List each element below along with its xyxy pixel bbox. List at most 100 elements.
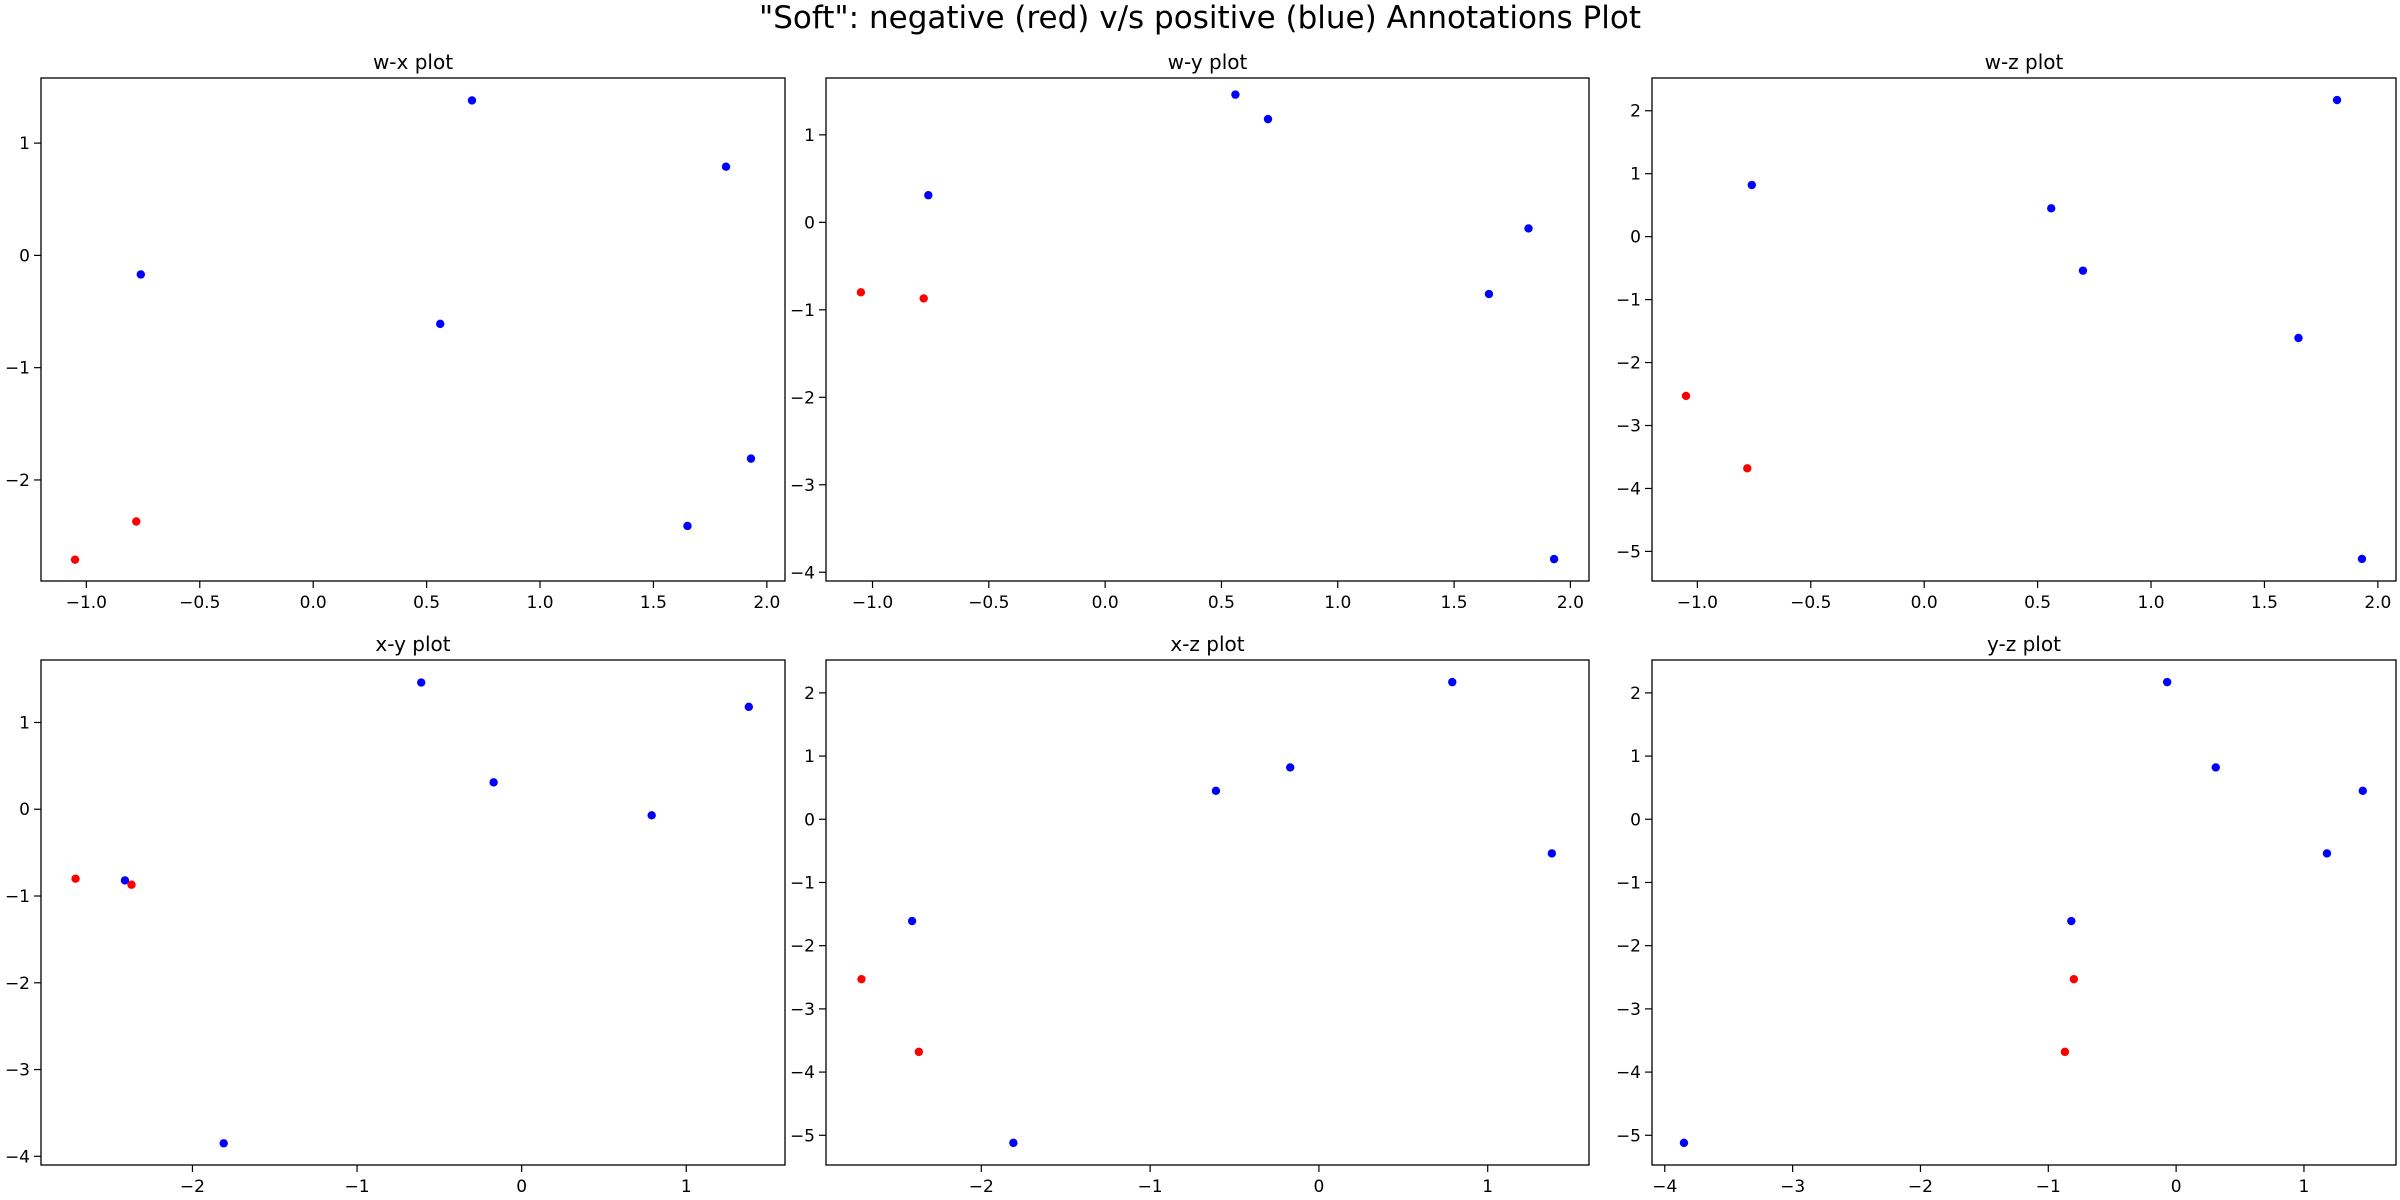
w-z-point-1-1 (1743, 464, 1752, 473)
x-y-ytick-label-2: −2 (5, 974, 30, 994)
w-x-xtick-label-6: 2.0 (753, 593, 780, 613)
y-z-xtick-label-1: −3 (1780, 1177, 1805, 1197)
x-y-xtick-label-1: −1 (345, 1177, 370, 1197)
y-z-point-0-3 (2211, 763, 2220, 772)
w-z-point-0-0 (1747, 180, 1757, 190)
x-y-ytick-label-1: −3 (5, 1061, 30, 1081)
w-x-xtick-label-2: 0.0 (300, 593, 327, 613)
w-x-xtick-label-0: −1.0 (66, 593, 107, 613)
x-z-ytick-label-1: −4 (790, 1063, 815, 1083)
x-z-ytick-label-6: 1 (804, 747, 815, 767)
w-z-ytick-label-0: −5 (1616, 542, 1641, 562)
w-x-point-0-2 (467, 96, 477, 105)
x-y-point-0-0 (120, 876, 130, 885)
x-y-point-1-1 (127, 880, 136, 889)
y-z-axes-frame (1651, 659, 2397, 1166)
w-x-xtick-label-1: −0.5 (179, 593, 220, 613)
y-z-ytick-label-3: −2 (1616, 937, 1641, 957)
x-y-plot-title: x-y plot (375, 632, 450, 656)
x-z-ytick-label-3: −2 (790, 937, 815, 957)
w-z-point-0-1 (2047, 204, 2056, 213)
w-x-subplot: w-x plot −1.0 −0.5 0.0 0.5 1.0 1.5 2.0 −2 −1 0 1 (5, 50, 786, 613)
y-z-ytick-label-6: 1 (1630, 747, 1641, 767)
x-z-point-0-0 (907, 916, 917, 926)
x-z-xtick-label-1: −1 (1138, 1177, 1163, 1197)
w-z-point-0-4 (2332, 95, 2342, 105)
w-x-ytick-label-2: 0 (19, 246, 30, 266)
w-y-axes-frame (825, 77, 1590, 582)
y-z-xtick-label-0: −4 (1652, 1177, 1677, 1197)
w-z-ytick-label-5: 0 (1630, 228, 1641, 248)
x-y-xtick-label-2: 0 (516, 1177, 527, 1197)
y-z-point-0-1 (2067, 916, 2076, 926)
w-z-point-1-0 (1681, 391, 1691, 401)
x-z-ytick-label-4: −1 (790, 873, 815, 893)
w-y-xtick-label-2: 0.0 (1092, 593, 1119, 613)
w-z-point-0-2 (2078, 266, 2088, 275)
w-y-xtick-label-0: −1.0 (852, 593, 893, 613)
y-z-ytick-label-0: −5 (1616, 1126, 1641, 1146)
w-y-point-0-0 (924, 191, 933, 200)
w-y-xtick-label-6: 2.0 (1557, 593, 1584, 613)
w-z-ytick-label-6: 1 (1630, 165, 1641, 185)
x-y-ytick-label-0: −4 (5, 1147, 30, 1167)
w-x-point-0-4 (721, 162, 731, 171)
x-z-point-0-2 (1211, 786, 1221, 796)
w-y-xtick-label-5: 1.5 (1441, 593, 1468, 613)
w-y-point-0-4 (1524, 224, 1533, 233)
x-y-ytick-label-3: −1 (5, 887, 30, 907)
w-z-axes-frame (1651, 77, 2397, 582)
w-z-point-0-3 (2294, 333, 2303, 343)
w-y-ytick-label-4: 0 (804, 213, 815, 233)
x-z-point-1-1 (914, 1047, 924, 1057)
w-x-xtick-label-3: 0.5 (413, 593, 440, 613)
y-z-ytick-label-7: 2 (1630, 684, 1641, 704)
x-z-xtick-label-2: 0 (1313, 1177, 1324, 1197)
x-y-point-0-4 (647, 811, 656, 820)
w-x-ytick-label-3: 1 (19, 134, 30, 154)
w-z-ytick-label-3: −2 (1616, 354, 1641, 374)
y-z-plot-title: y-z plot (1987, 632, 2061, 656)
w-z-xtick-label-4: 1.0 (2138, 593, 2165, 613)
w-x-xtick-label-4: 1.0 (527, 593, 554, 613)
x-y-subplot: x-y plot −2 −1 0 1 −4 −3 −2 −1 0 1 (5, 632, 786, 1197)
y-z-ytick-label-2: −3 (1616, 1000, 1641, 1020)
w-x-ytick-label-0: −2 (5, 471, 30, 491)
w-z-xtick-label-5: 1.5 (2251, 593, 2278, 613)
y-z-xtick-label-4: 0 (2171, 1177, 2182, 1197)
w-z-subplot: w-z plot −1.0 −0.5 0.0 0.5 1.0 1.5 2.0 −5 −4 −3 −2 −… (1616, 50, 2397, 613)
w-z-xtick-label-2: 0.0 (1911, 593, 1938, 613)
y-z-point-0-2 (2162, 677, 2172, 687)
w-x-xtick-label-5: 1.5 (640, 593, 667, 613)
x-y-axes-frame (40, 659, 786, 1166)
y-z-xtick-label-2: −2 (1908, 1177, 1933, 1197)
w-y-point-1-1 (919, 294, 928, 303)
x-z-subplot: x-z plot −2 −1 0 1 −5 −4 −3 −2 −1 0 1 2 (790, 632, 1590, 1197)
x-y-point-0-2 (417, 678, 426, 687)
x-z-ytick-label-2: −3 (790, 1000, 815, 1020)
y-z-subplot: y-z plot −4 −3 −2 −1 0 1 −5 −4 −3 −2 −1 0 1 2 (1616, 632, 2397, 1197)
x-z-point-0-3 (1286, 763, 1295, 772)
y-z-point-0-4 (2322, 849, 2332, 858)
w-y-point-0-3 (1484, 289, 1494, 299)
x-z-ytick-label-0: −5 (790, 1126, 815, 1146)
w-z-xtick-label-6: 2.0 (2364, 593, 2391, 613)
y-z-point-1-1 (2060, 1047, 2070, 1057)
y-z-ytick-label-4: −1 (1616, 873, 1641, 893)
w-x-point-0-3 (683, 521, 692, 531)
w-y-xtick-label-1: −0.5 (968, 593, 1009, 613)
x-y-point-0-5 (744, 702, 753, 712)
w-y-ytick-label-0: −4 (790, 563, 815, 583)
w-y-point-1-0 (856, 288, 866, 297)
x-z-point-0-5 (1547, 849, 1557, 858)
w-y-ytick-label-3: −1 (790, 301, 815, 321)
w-y-subplot: w-y plot −1.0 −0.5 0.0 0.5 1.0 1.5 2.0 −4 −3 −2 −1 0… (790, 50, 1590, 613)
x-y-point-1-0 (71, 874, 80, 883)
w-z-xtick-label-0: −1.0 (1677, 593, 1718, 613)
w-z-ytick-label-1: −4 (1616, 479, 1641, 499)
w-y-plot-title: w-y plot (1168, 50, 1248, 74)
x-z-ytick-label-7: 2 (804, 684, 815, 704)
w-z-plot-title: w-z plot (1985, 50, 2064, 74)
x-y-ytick-label-4: 0 (19, 800, 30, 820)
